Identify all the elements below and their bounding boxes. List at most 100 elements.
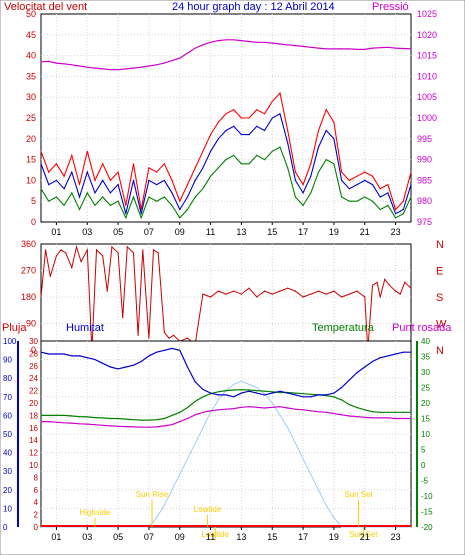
series-avg-point [395,213,397,215]
series-direction-point [376,281,378,283]
temperature-tick-label: 40 [421,337,430,346]
series-gust-point [341,171,343,173]
series-avg-point [233,125,235,127]
series-temperature-point [179,411,181,413]
series-low-point [78,208,81,211]
series-direction-point [356,290,358,292]
series-dewpoint-point [233,408,235,410]
wind-tick-label: 10 [26,175,36,185]
series-temperature-point [132,419,135,421]
series-avg-point [302,192,304,194]
series-avg-point [94,192,96,194]
series-gust-point [333,121,335,123]
series-pressure-point [402,47,404,50]
wind-tick-label: 0 [31,217,36,227]
pressure-tick-label: 1010 [417,71,437,81]
series-humidity-point [125,366,127,368]
series-pressure-point [86,66,88,68]
series-avg-point [356,184,358,186]
series-direction-point [49,275,51,277]
series-pressure-point [179,57,181,59]
series-humidity-point [371,360,374,363]
series-humidity-point [78,355,81,357]
series-dewpoint-point [371,417,374,419]
series-temperature-point [294,392,296,394]
direction-tick-label: 270 [21,266,36,276]
compass-label: S [436,292,443,304]
series-temperature-point [163,417,165,420]
wind-pressure-panel: 0510152025303540455097598098599099510001… [26,9,437,237]
series-low-point [125,217,127,219]
x-tick-label: 07 [144,227,154,237]
series-avg-point [379,196,381,198]
series-gust-point [163,163,165,165]
series-gust-point [171,179,173,181]
pressure-tick-label: 990 [417,155,432,165]
series-avg-point [132,179,135,181]
series-dewpoint-point [341,414,343,416]
series-gust-point [410,171,412,173]
series-dewpoint-point [256,406,258,408]
series-humidity-point [310,396,312,398]
series-direction-point [348,293,350,295]
series-humidity-point [248,390,250,392]
series-direction-point [142,249,144,251]
x-tick-label: 13 [236,532,246,542]
series-low-point [163,196,165,198]
series-gust-point [55,163,58,165]
series-direction-point [395,290,397,292]
series-dewpoint-point [210,410,212,412]
series-temperature-point [279,391,281,394]
series-low-point [371,200,374,202]
series-low-point [364,196,366,198]
series-low-point [395,217,397,219]
compass-label: N [436,345,444,357]
series-gust-point [356,175,358,177]
series-pressure-point [71,64,73,66]
series-direction-point [256,296,258,298]
wind-tick-label: 5 [31,196,36,206]
direction-tick-label: 360 [21,239,36,249]
rain-tick-label: 4 [34,498,39,507]
x-tick-label: 15 [267,227,277,237]
series-avg-point [333,138,335,140]
series-gust-point [287,129,289,132]
series-direction-point [126,246,128,248]
series-avg-point [186,196,189,198]
series-avg-point [55,179,58,181]
series-pressure-point [163,62,165,64]
series-direction-point [271,293,273,295]
series-pressure-point [379,47,381,49]
humidity-temperature-panel: Highside Sun Rise Lowtide Lowtide Sun Set Sun… [3,337,433,542]
series-dewpoint-point [294,408,296,410]
series-humidity-point [48,353,50,355]
series-low-point [71,192,73,194]
series-pressure-point [371,47,374,49]
series-avg-point [48,184,50,186]
series-low-point [248,163,250,165]
series-avg-point [40,163,42,165]
series-dewpoint-point [364,416,366,418]
series-direction-point [388,284,390,286]
series-humidity-point [287,392,289,394]
series-pressure-point [102,68,104,70]
event-label: Sun Rise [136,490,169,499]
series-gust-point [294,171,296,173]
wind-tick-label: 15 [26,155,36,165]
series-humidity-point [341,386,343,389]
series-avg-point [71,171,73,173]
series-avg-point [194,179,196,181]
series-temperature-point [102,417,104,419]
series-pressure-point [148,65,150,67]
rain-tick-label: 6 [34,486,39,495]
series-direction-line [40,244,412,351]
series-gust-point [156,171,158,173]
series-direction-point [333,290,335,292]
series-temperature-point [217,391,219,393]
series-humidity-point [156,351,158,353]
wind-tick-label: 45 [26,30,36,40]
series-temperature-point [402,411,404,413]
series-low-point [348,200,350,202]
series-dewpoint-point [379,417,381,419]
rain-tick-label: 18 [29,411,38,420]
